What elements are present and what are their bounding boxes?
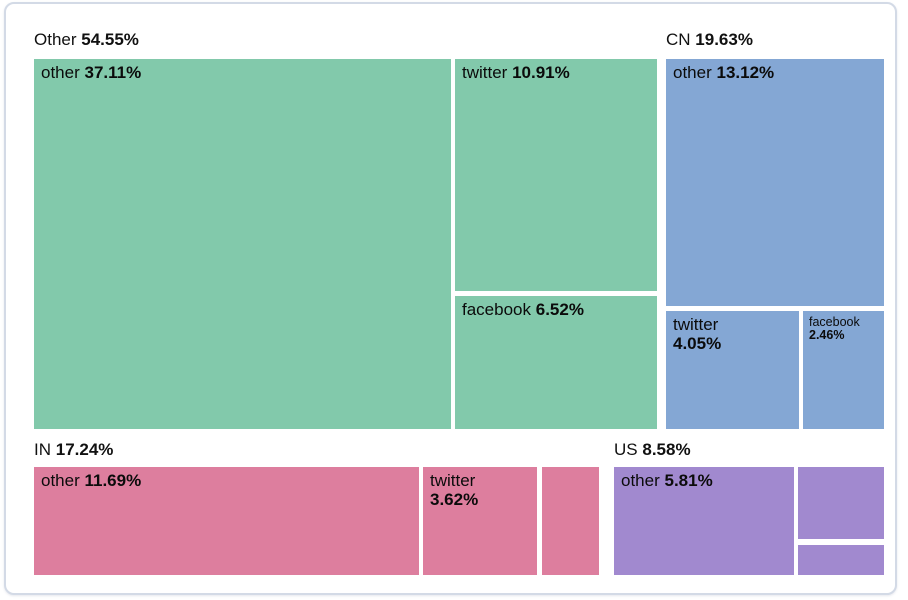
cell-name: facebook	[809, 315, 860, 329]
cell-percent: 11.69%	[84, 471, 142, 490]
cell-name: twitter	[430, 471, 476, 490]
treemap-cell-in-unlabeled[interactable]	[542, 467, 599, 575]
group-name: IN	[34, 440, 51, 459]
cell-percent: 5.81%	[664, 471, 713, 490]
group-label-us: US 8.58%	[614, 440, 691, 459]
cell-name: twitter	[462, 63, 508, 82]
cell-name: twitter	[673, 315, 719, 334]
cell-percent: 2.46%	[809, 328, 845, 342]
treemap-cell-other-other[interactable]: other 37.11%	[34, 59, 451, 429]
treemap-cell-other-facebook[interactable]: facebook 6.52%	[455, 296, 657, 429]
group-label-cn: CN 19.63%	[666, 30, 753, 49]
group-label-other: Other 54.55%	[34, 30, 139, 49]
cell-percent: 37.11%	[84, 63, 142, 82]
cell-percent: 4.05%	[673, 334, 722, 353]
treemap-card: Other 54.55% CN 19.63% IN 17.24% US 8.58…	[4, 2, 897, 595]
treemap-cell-other-twitter[interactable]: twitter 10.91%	[455, 59, 657, 291]
treemap-cell-us-unlabeled-1[interactable]	[798, 467, 884, 539]
group-label-in: IN 17.24%	[34, 440, 113, 459]
cell-percent: 6.52%	[535, 300, 584, 319]
group-name: CN	[666, 30, 691, 49]
group-percent: 19.63%	[695, 30, 753, 49]
group-name: Other	[34, 30, 77, 49]
group-percent: 8.58%	[642, 440, 691, 459]
treemap-cell-in-other[interactable]: other 11.69%	[34, 467, 419, 575]
cell-name: other	[41, 63, 80, 82]
treemap-cell-us-unlabeled-2[interactable]	[798, 545, 884, 575]
cell-name: other	[41, 471, 80, 490]
treemap-cell-us-other[interactable]: other 5.81%	[614, 467, 794, 575]
treemap-cell-cn-twitter[interactable]: twitter 4.05%	[666, 311, 799, 429]
group-percent: 54.55%	[81, 30, 139, 49]
cell-name: other	[673, 63, 712, 82]
cell-percent: 3.62%	[430, 490, 479, 509]
treemap-chart: Other 54.55% CN 19.63% IN 17.24% US 8.58…	[6, 4, 895, 593]
cell-percent: 10.91%	[512, 63, 570, 82]
cell-percent: 13.12%	[716, 63, 775, 82]
cell-name: facebook	[462, 300, 531, 319]
treemap-cell-cn-other[interactable]: other 13.12%	[666, 59, 884, 306]
treemap-cell-in-twitter[interactable]: twitter 3.62%	[423, 467, 537, 575]
treemap-cell-cn-facebook[interactable]: facebook 2.46%	[803, 311, 884, 429]
group-name: US	[614, 440, 638, 459]
cell-name: other	[621, 471, 660, 490]
group-percent: 17.24%	[55, 440, 114, 459]
